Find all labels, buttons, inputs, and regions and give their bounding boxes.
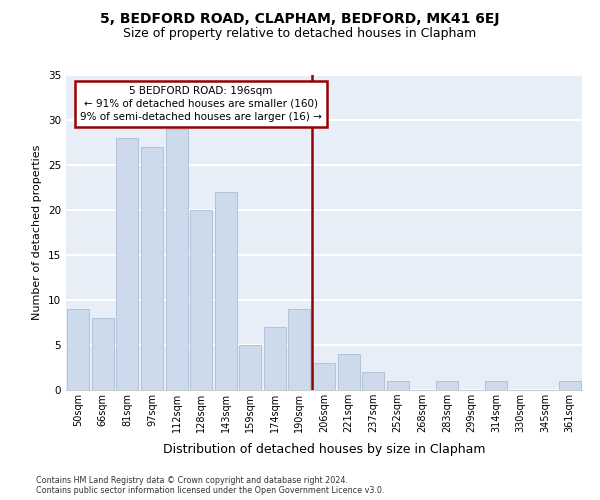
Text: 5, BEDFORD ROAD, CLAPHAM, BEDFORD, MK41 6EJ: 5, BEDFORD ROAD, CLAPHAM, BEDFORD, MK41 … xyxy=(100,12,500,26)
Bar xyxy=(141,147,163,390)
Bar xyxy=(386,381,409,390)
Bar xyxy=(289,309,310,390)
X-axis label: Distribution of detached houses by size in Clapham: Distribution of detached houses by size … xyxy=(163,444,485,456)
Bar xyxy=(436,381,458,390)
Text: 5 BEDFORD ROAD: 196sqm
← 91% of detached houses are smaller (160)
9% of semi-det: 5 BEDFORD ROAD: 196sqm ← 91% of detached… xyxy=(80,86,322,122)
Bar xyxy=(559,381,581,390)
Text: Size of property relative to detached houses in Clapham: Size of property relative to detached ho… xyxy=(124,28,476,40)
Bar xyxy=(92,318,114,390)
Bar xyxy=(239,345,262,390)
Bar xyxy=(116,138,139,390)
Text: Contains HM Land Registry data © Crown copyright and database right 2024.: Contains HM Land Registry data © Crown c… xyxy=(36,476,348,485)
Bar xyxy=(485,381,507,390)
Bar xyxy=(362,372,384,390)
Bar xyxy=(67,309,89,390)
Bar xyxy=(190,210,212,390)
Bar xyxy=(313,363,335,390)
Bar xyxy=(264,327,286,390)
Y-axis label: Number of detached properties: Number of detached properties xyxy=(32,145,43,320)
Bar xyxy=(166,129,188,390)
Text: Contains public sector information licensed under the Open Government Licence v3: Contains public sector information licen… xyxy=(36,486,385,495)
Bar xyxy=(338,354,359,390)
Bar xyxy=(215,192,237,390)
